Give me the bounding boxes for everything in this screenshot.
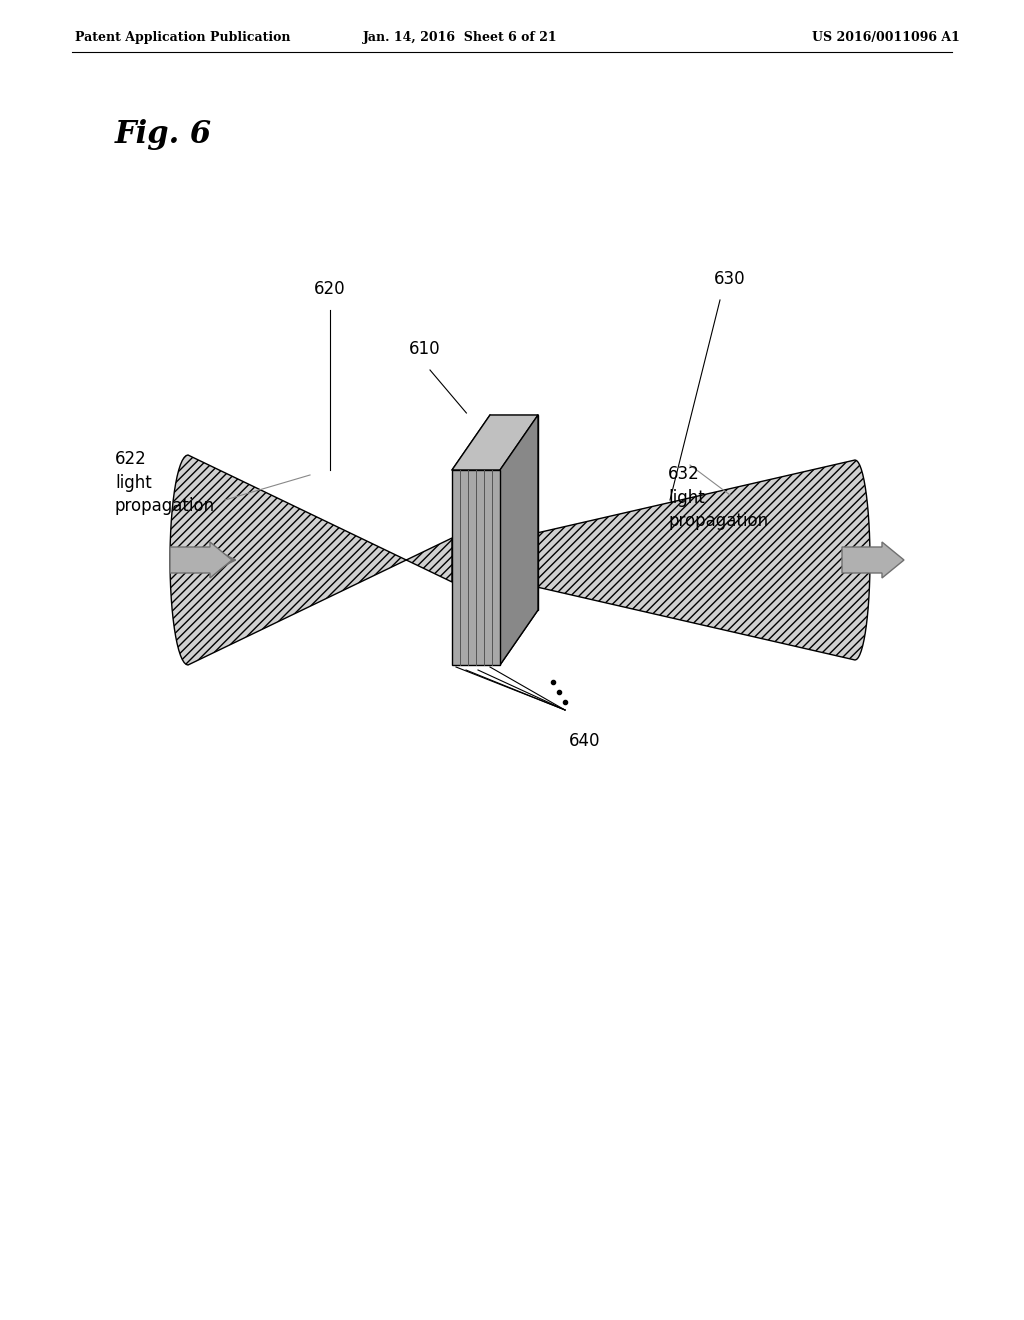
Text: 630: 630 (714, 271, 745, 288)
Text: 640: 640 (569, 733, 601, 750)
Text: US 2016/0011096 A1: US 2016/0011096 A1 (812, 30, 961, 44)
Text: 620: 620 (314, 280, 346, 298)
Text: Fig. 6: Fig. 6 (115, 120, 212, 150)
Text: 632
light
propagation: 632 light propagation (668, 465, 768, 531)
Bar (452, 470, 500, 665)
Bar (490, 414, 538, 610)
Text: 622
light
propagation: 622 light propagation (115, 450, 215, 515)
Polygon shape (452, 414, 538, 470)
Polygon shape (500, 414, 538, 665)
Polygon shape (515, 459, 870, 660)
FancyArrow shape (842, 543, 904, 578)
FancyArrow shape (170, 543, 232, 578)
Polygon shape (170, 455, 452, 665)
Text: 610: 610 (410, 341, 440, 358)
Text: Jan. 14, 2016  Sheet 6 of 21: Jan. 14, 2016 Sheet 6 of 21 (362, 30, 557, 44)
Text: Patent Application Publication: Patent Application Publication (75, 30, 291, 44)
